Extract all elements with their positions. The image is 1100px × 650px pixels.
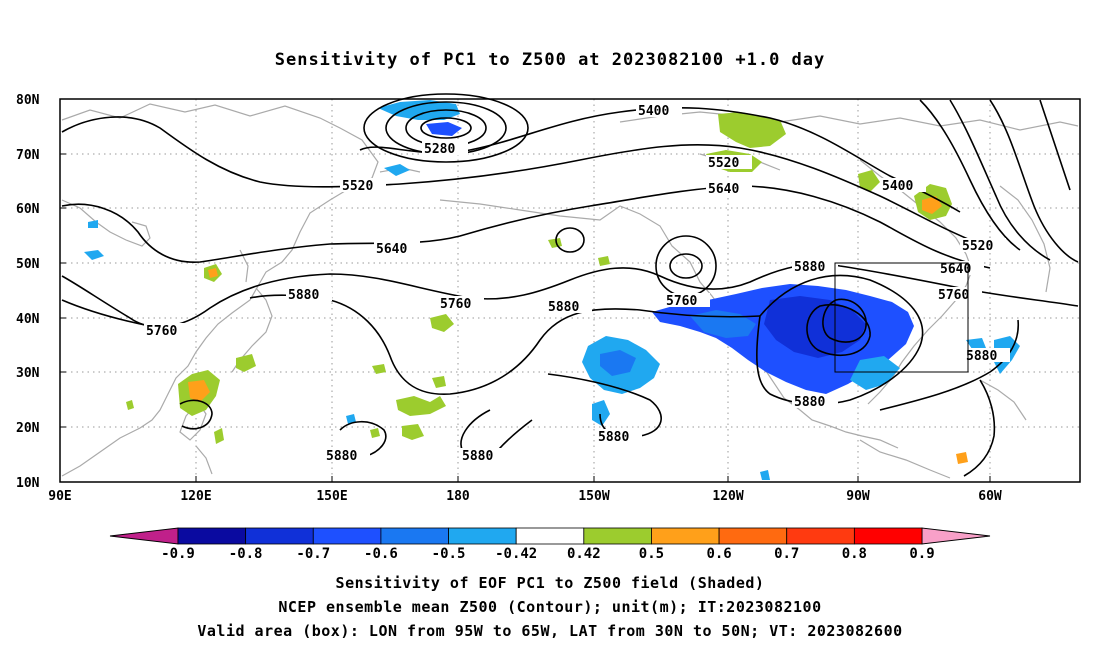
colorbar-swatch [651, 527, 720, 545]
contour-label: 5280 [424, 142, 455, 157]
contour-label: 5520 [342, 179, 373, 194]
contour-label: 5880 [794, 260, 825, 275]
map-title: Sensitivity of PC1 to Z500 at 2023082100… [274, 50, 826, 70]
caption-line-2: NCEP ensemble mean Z500 (Contour); unit(… [278, 598, 822, 616]
colorbar-swatch [853, 527, 923, 545]
colorbar-swatch [718, 527, 788, 545]
lat-label: 80N [16, 93, 40, 108]
colorbar-label: 0.8 [842, 546, 867, 562]
colorbar-swatch [515, 527, 585, 545]
colorbar-label: -0.6 [364, 546, 398, 562]
colorbar-low-extension [109, 527, 179, 545]
latitude-labels: 80N 70N 60N 50N 40N 30N 20N 10N [16, 93, 40, 491]
colorbar-label: -0.7 [296, 546, 330, 562]
lat-label: 60N [16, 202, 40, 217]
valid-area-box [834, 262, 969, 373]
axis-ticks [60, 98, 991, 483]
colorbar-swatch [177, 527, 247, 545]
contour-label: 5400 [882, 179, 913, 194]
contour-label: 5880 [288, 288, 319, 303]
lon-label: 150E [316, 489, 347, 504]
map-frame [59, 98, 1081, 483]
colorbar-swatch [380, 527, 449, 545]
contour-label: 5760 [666, 294, 697, 309]
colorbar: -0.9 -0.8 -0.7 -0.6 -0.5 -0.42 0.42 0.5 0.6 0.7 0.… [109, 527, 991, 562]
contour-label: 5640 [940, 262, 971, 277]
colorbar-label: 0.5 [639, 546, 664, 562]
lon-label: 150W [578, 489, 609, 504]
lat-label: 30N [16, 366, 40, 381]
colorbar-swatch [786, 527, 855, 545]
lon-label: 90W [846, 489, 870, 504]
colorbar-label: -0.8 [229, 546, 263, 562]
contour-label: 5880 [548, 300, 579, 315]
colorbar-swatch [583, 527, 652, 545]
caption-line-3: Valid area (box): LON from 95W to 65W, L… [197, 622, 903, 640]
colorbar-high-extension [921, 527, 991, 545]
colorbar-swatch [245, 527, 314, 545]
lat-label: 20N [16, 421, 40, 436]
colorbar-swatch [448, 527, 517, 545]
map-plot-area [60, 99, 1080, 482]
contour-label: 5520 [962, 239, 993, 254]
contour-label: 5880 [794, 395, 825, 410]
colorbar-label: 0.7 [774, 546, 799, 562]
contour-label: 5640 [708, 182, 739, 197]
caption-line-1: Sensitivity of EOF PC1 to Z500 field (Sh… [335, 574, 765, 592]
contour-label: 5760 [440, 297, 471, 312]
lon-label: 90E [48, 489, 71, 504]
colorbar-label: -0.9 [161, 546, 195, 562]
contour-label: 5760 [938, 288, 969, 303]
colorbar-label: -0.5 [432, 546, 466, 562]
lat-label: 50N [16, 257, 40, 272]
colorbar-label: 0.6 [706, 546, 731, 562]
contour-label: 5640 [376, 242, 407, 257]
lat-label: 10N [16, 476, 40, 491]
colorbar-label: -0.42 [495, 546, 537, 562]
lon-label: 120E [180, 489, 211, 504]
lat-label: 70N [16, 148, 40, 163]
lon-label: 120W [712, 489, 743, 504]
contour-label: 5400 [638, 104, 669, 119]
contour-label: 5880 [326, 449, 357, 464]
lon-label: 60W [978, 489, 1002, 504]
contour-label: 5880 [598, 430, 629, 445]
lon-label: 180 [446, 489, 470, 504]
colorbar-swatch [312, 527, 382, 545]
contour-label: 5760 [146, 324, 177, 339]
colorbar-label: 0.42 [567, 546, 601, 562]
lat-label: 40N [16, 312, 40, 327]
contour-label: 5880 [966, 349, 997, 364]
longitude-labels: 90E 120E 150E 180 150W 120W 90W 60W [48, 489, 1002, 504]
contour-label: 5520 [708, 156, 739, 171]
negative-region-arctic [378, 100, 460, 120]
contour-label: 5880 [462, 449, 493, 464]
contour-labels: 5280 5400 5400 5520 5520 5520 5640 5640 … [144, 103, 1010, 464]
colorbar-label: 0.9 [909, 546, 934, 562]
